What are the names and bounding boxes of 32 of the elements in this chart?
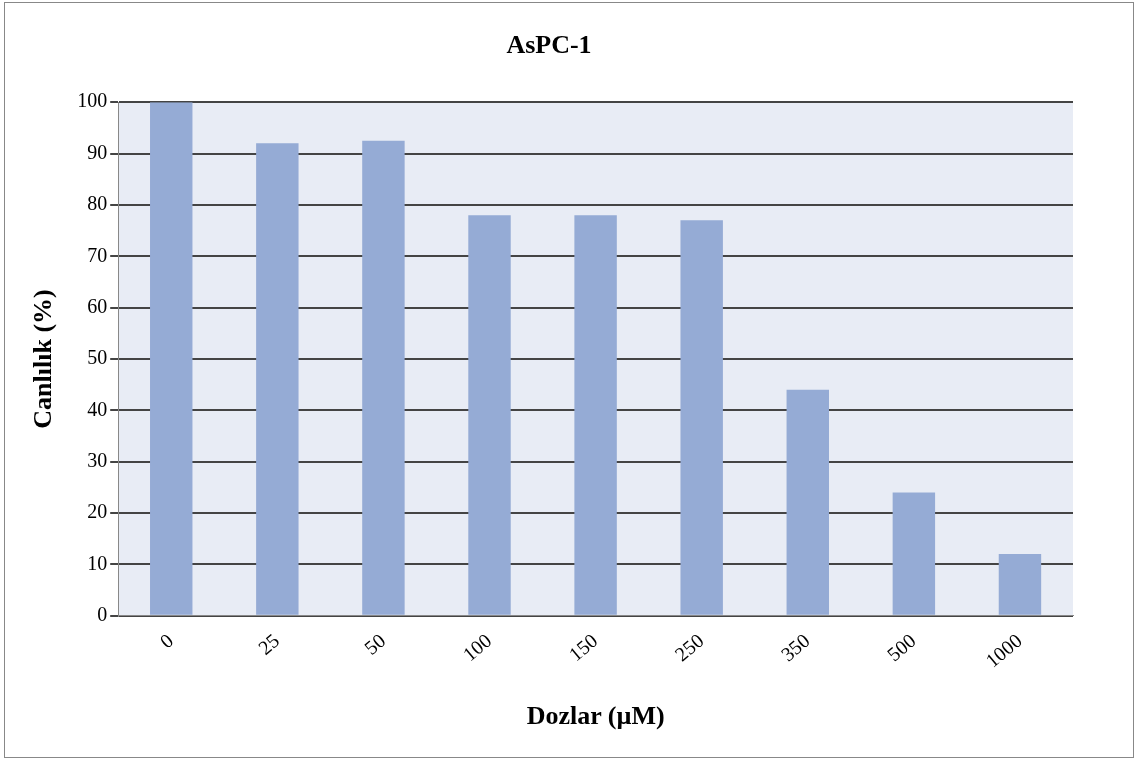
bar <box>362 140 405 615</box>
y-tick-label: 100 <box>77 89 108 112</box>
x-tick-label: 350 <box>776 629 814 666</box>
y-tick-label: 80 <box>87 192 108 215</box>
y-tick-label: 60 <box>87 294 108 317</box>
bar <box>786 389 829 615</box>
bar <box>468 215 511 615</box>
x-tick-label: 150 <box>564 629 602 666</box>
y-tick-label: 70 <box>87 243 108 266</box>
x-tick-label: 50 <box>359 629 390 659</box>
x-tick-label: 25 <box>253 629 284 659</box>
bar <box>150 102 193 615</box>
bar <box>998 554 1042 615</box>
y-tick-label: 10 <box>87 551 108 574</box>
y-tick-label: 90 <box>87 140 108 163</box>
y-tick-label: 40 <box>87 397 108 420</box>
x-tick-label: 0 <box>155 629 178 653</box>
y-tick-label: 30 <box>87 448 108 471</box>
y-tick-label: 0 <box>97 602 108 625</box>
bar <box>574 215 617 615</box>
x-axis-title: Dozlar (µM) <box>526 701 665 731</box>
x-tick-label: 1000 <box>981 629 1026 672</box>
y-tick-label: 20 <box>87 500 108 523</box>
y-tick-label: 50 <box>87 346 108 369</box>
bar <box>892 492 936 615</box>
y-axis-title: Canlılık (%) <box>28 289 58 429</box>
x-tick-label: 100 <box>458 629 496 666</box>
chart-title: AsPC-1 <box>506 30 592 60</box>
bar <box>256 143 299 615</box>
bar <box>680 220 723 615</box>
x-tick-label: 250 <box>670 629 708 666</box>
x-tick-label: 500 <box>882 629 920 666</box>
